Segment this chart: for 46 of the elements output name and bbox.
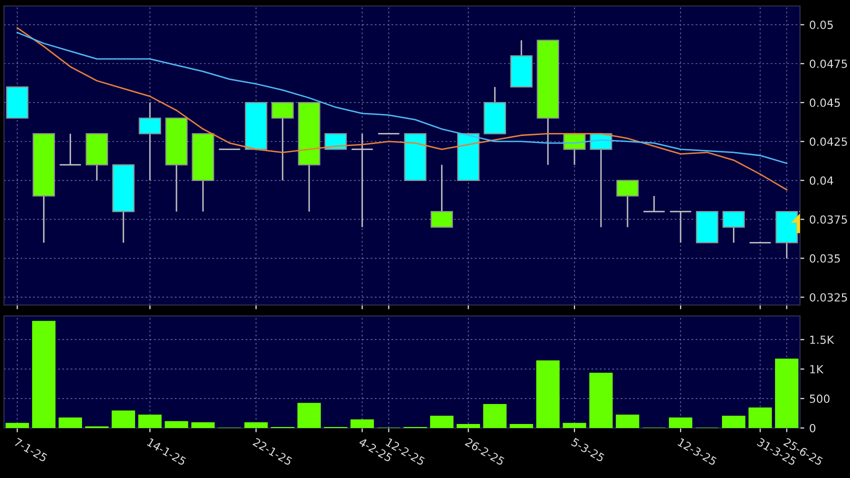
y-tick-label: 0.0475 bbox=[810, 60, 847, 68]
y-tick-label: 0.0375 bbox=[810, 215, 847, 224]
bar bbox=[536, 360, 560, 428]
y-tick-label: 0.0425 bbox=[810, 137, 847, 146]
candlestick bbox=[616, 180, 639, 228]
y-tick-label: 0.05 bbox=[810, 20, 833, 30]
bar bbox=[483, 404, 507, 428]
bar bbox=[456, 424, 480, 428]
bar bbox=[138, 414, 162, 428]
bar bbox=[244, 422, 268, 428]
bar bbox=[164, 421, 188, 428]
candlestick bbox=[271, 102, 294, 182]
y-tick-label: 1K bbox=[810, 365, 824, 374]
candlestick bbox=[59, 133, 82, 166]
bar bbox=[562, 422, 586, 428]
y-tick-label: 0 bbox=[810, 424, 816, 432]
candlestick bbox=[324, 133, 347, 150]
y-tick-label: 0.035 bbox=[810, 254, 840, 263]
y-tick-label: 1.5K bbox=[810, 336, 834, 344]
bar bbox=[112, 410, 136, 428]
candlestick bbox=[642, 195, 666, 212]
y-tick-label: 500 bbox=[810, 394, 830, 403]
bar bbox=[58, 418, 82, 428]
candlestick bbox=[669, 210, 692, 244]
candlestick bbox=[138, 102, 162, 182]
y-tick-label: 0.0325 bbox=[810, 293, 847, 302]
bar bbox=[191, 422, 215, 428]
y-tick-label: 0.04 bbox=[810, 176, 834, 185]
bar bbox=[616, 414, 640, 428]
candlestick bbox=[722, 210, 745, 244]
line-series bbox=[16, 32, 788, 164]
y-tick-label: 0.045 bbox=[810, 98, 840, 107]
bar bbox=[32, 320, 56, 428]
bar bbox=[748, 408, 772, 428]
bar bbox=[722, 416, 746, 428]
bar bbox=[350, 419, 374, 428]
candlestick bbox=[430, 164, 453, 228]
bar bbox=[589, 372, 613, 428]
candlestick bbox=[350, 133, 374, 228]
bar bbox=[668, 418, 692, 428]
bar bbox=[775, 358, 798, 428]
line-series bbox=[16, 27, 788, 190]
bar bbox=[510, 424, 534, 428]
bar bbox=[297, 402, 321, 428]
bar bbox=[430, 416, 454, 428]
bar bbox=[6, 422, 29, 428]
